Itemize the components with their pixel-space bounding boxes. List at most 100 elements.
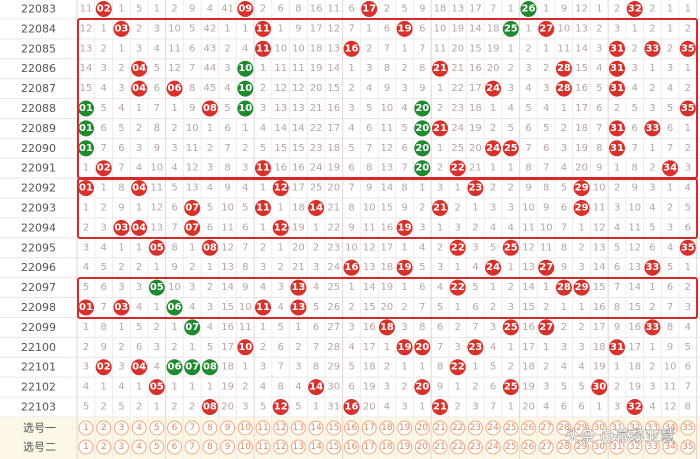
- miss-count: 16: [274, 163, 287, 174]
- pick-circle[interactable]: [149, 420, 165, 436]
- pick-circle[interactable]: [255, 439, 271, 455]
- pick-circle[interactable]: [521, 420, 536, 436]
- pick-circle[interactable]: [131, 420, 147, 436]
- miss-count: 1: [242, 123, 248, 134]
- pick-circle[interactable]: [96, 420, 112, 436]
- pick-circle[interactable]: [184, 439, 200, 455]
- pick-circle[interactable]: [503, 439, 519, 455]
- pick-circle[interactable]: [467, 439, 483, 455]
- miss-count: 3: [472, 402, 478, 413]
- pick-circle[interactable]: [184, 420, 200, 436]
- pick-circle[interactable]: [379, 439, 395, 455]
- pick-number: 24: [487, 442, 499, 452]
- pick-circle[interactable]: [202, 439, 218, 455]
- ball-number: 11: [256, 203, 270, 214]
- pick-circle[interactable]: [432, 439, 448, 455]
- pick-circle[interactable]: [326, 420, 342, 436]
- pick-circle[interactable]: [485, 420, 501, 436]
- pick-circle[interactable]: [149, 439, 165, 455]
- pick-number: 35: [682, 423, 693, 433]
- pick-circle[interactable]: [432, 420, 448, 436]
- pick-circle[interactable]: [521, 439, 536, 455]
- ball: [184, 319, 201, 336]
- ball-number: 31: [610, 63, 624, 74]
- pick-number: 29: [576, 423, 588, 433]
- miss-count: 15: [292, 143, 305, 154]
- miss-count: 1: [384, 342, 390, 353]
- pick-circle[interactable]: [662, 439, 678, 455]
- pick-circle[interactable]: [397, 439, 413, 455]
- pick-circle[interactable]: [503, 420, 519, 436]
- pick-circle[interactable]: [556, 420, 572, 436]
- pick-circle[interactable]: [361, 420, 377, 436]
- pick-circle[interactable]: [167, 439, 182, 455]
- pick-number: 19: [399, 442, 411, 452]
- pick-circle[interactable]: [113, 420, 129, 436]
- pick-circle[interactable]: [538, 439, 554, 455]
- pick-circle[interactable]: [397, 420, 413, 436]
- miss-count: 11: [327, 4, 340, 15]
- pick-circle[interactable]: [167, 420, 182, 436]
- pick-circle[interactable]: [78, 420, 94, 436]
- pick-circle[interactable]: [113, 439, 129, 455]
- pick-circle[interactable]: [308, 420, 324, 436]
- pick-circle[interactable]: [485, 439, 501, 455]
- pick-circle[interactable]: [273, 420, 289, 436]
- pick-circle[interactable]: [237, 439, 253, 455]
- pick-circle[interactable]: [131, 439, 147, 455]
- pick-circle[interactable]: [202, 420, 218, 436]
- pick-circle[interactable]: [591, 420, 607, 436]
- miss-count: 11: [522, 222, 535, 233]
- pick-circle[interactable]: [414, 420, 430, 436]
- pick-circle[interactable]: [556, 439, 572, 455]
- pick-circle[interactable]: [609, 439, 625, 455]
- pick-circle[interactable]: [450, 439, 466, 455]
- pick-circle[interactable]: [662, 420, 678, 436]
- pick-circle[interactable]: [361, 439, 377, 455]
- pick-circle[interactable]: [538, 420, 554, 436]
- pick-circle[interactable]: [627, 439, 643, 455]
- pick-circle[interactable]: [290, 439, 306, 455]
- pick-circle[interactable]: [237, 420, 253, 436]
- miss-count: 1: [207, 123, 213, 134]
- miss-count: 3: [118, 362, 124, 373]
- miss-count: 10: [381, 103, 394, 114]
- pick-circle[interactable]: [680, 420, 696, 436]
- pick-circle[interactable]: [308, 439, 324, 455]
- pick-circle[interactable]: [220, 420, 236, 436]
- pick-circle[interactable]: [467, 420, 483, 436]
- pick-circle[interactable]: [574, 420, 590, 436]
- miss-count: 2: [649, 362, 655, 373]
- pick-number: 31: [611, 442, 622, 452]
- pick-circle[interactable]: [644, 420, 660, 436]
- pick-circle[interactable]: [414, 439, 430, 455]
- pick-circle[interactable]: [627, 420, 643, 436]
- miss-count: 17: [310, 23, 323, 34]
- pick-circle[interactable]: [609, 420, 625, 436]
- miss-count: 7: [278, 362, 284, 373]
- ball-number: 31: [610, 342, 624, 353]
- miss-count: 1: [508, 4, 514, 15]
- ball-number: 31: [610, 83, 624, 94]
- pick-circle[interactable]: [96, 439, 112, 455]
- miss-count: 9: [614, 322, 620, 333]
- miss-count: 2: [189, 262, 195, 273]
- pick-circle[interactable]: [574, 439, 590, 455]
- pick-circle[interactable]: [344, 420, 359, 436]
- pick-circle[interactable]: [591, 439, 607, 455]
- pick-circle[interactable]: [326, 439, 342, 455]
- pick-circle[interactable]: [379, 420, 395, 436]
- pick-circle[interactable]: [255, 420, 271, 436]
- pick-circle[interactable]: [78, 439, 94, 455]
- pick-circle[interactable]: [290, 420, 306, 436]
- pick-circle[interactable]: [680, 439, 696, 455]
- pick-circle[interactable]: [220, 439, 236, 455]
- pick-circle[interactable]: [344, 439, 359, 455]
- pick-circle[interactable]: [450, 420, 466, 436]
- pick-circle[interactable]: [273, 439, 289, 455]
- miss-count: 8: [242, 262, 248, 273]
- ball-number: 05: [150, 282, 164, 293]
- pick-circle[interactable]: [644, 439, 660, 455]
- pick-number: 3: [119, 423, 125, 433]
- pick-number: 11: [257, 442, 268, 452]
